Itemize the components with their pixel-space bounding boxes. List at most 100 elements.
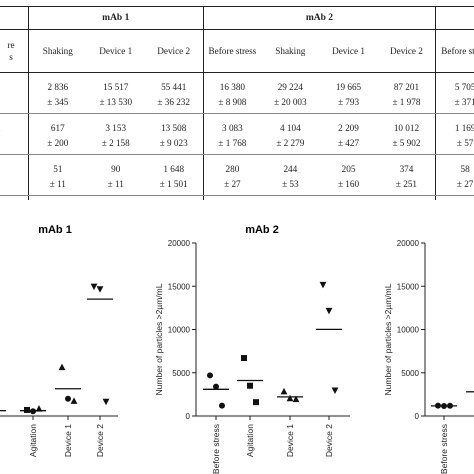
sd-cell: ± 793: [319, 95, 378, 114]
y-tick-label: 15000: [397, 282, 420, 291]
y-tick-label: 20000: [397, 239, 420, 248]
subheader-cell: Before stress: [435, 29, 474, 73]
mean-cell: 15 517: [103, 82, 129, 92]
mean-cell: 280: [202, 154, 262, 177]
sd-cell: ± 2 158: [86, 136, 145, 155]
data-point-triangle-up: [70, 397, 78, 404]
sd-cell: ± 13 530: [86, 95, 145, 114]
mean-cell: 1 648: [163, 164, 185, 174]
x-category-label: Agitation: [245, 424, 255, 457]
sd-cell: ± 200: [27, 136, 87, 155]
data-point-square: [241, 355, 247, 362]
mean-cell: 2 836: [27, 72, 87, 95]
data-point-triangle-up: [58, 363, 66, 371]
subheader-cell: Device 2: [144, 29, 204, 73]
sd-cell: ± 1 501: [144, 177, 204, 196]
x-category-label: Before stress: [211, 424, 221, 474]
mean-cell: 1 169: [435, 113, 474, 136]
subheader-cell: Device 1: [86, 29, 145, 73]
data-point-triangle-up: [286, 394, 294, 402]
y-axis-label: Number of particles >2µm/mL: [154, 283, 164, 395]
sd-cell: ± 371: [435, 95, 474, 114]
sd-cell: ± 27: [202, 177, 262, 196]
data-point-circle: [219, 402, 225, 409]
y-tick-label: 20000: [168, 239, 191, 248]
table-row: 0134221797316025118: [0, 195, 474, 200]
mean-cell: 3 153: [105, 123, 127, 133]
group-header-mab1: mAb 1: [27, 6, 204, 30]
mean-cell: 29 224: [277, 82, 303, 92]
mean-cell: 617: [27, 113, 87, 136]
data-point-square: [253, 399, 259, 406]
table-row: 51 90 1 648 280 244 205 374 58: [0, 154, 474, 177]
row-label: [0, 136, 29, 155]
data-point-triangle-down: [96, 286, 104, 293]
table-row: ± 11 ± 11 ± 1 501 ± 27 ± 53 ± 160 ± 251 ± 27: [0, 177, 474, 196]
x-category-label: Agitation: [28, 424, 38, 457]
sd-cell: ± 2 279: [261, 136, 320, 155]
data-point-circle: [435, 402, 441, 409]
sd-cell: ± 1 768: [202, 136, 262, 155]
subheader-cell: Device 2: [377, 29, 436, 73]
mean-cell: 87 201: [393, 82, 420, 92]
mean-cell: 51: [27, 154, 87, 177]
y-tick-label: 15000: [168, 282, 191, 291]
results-table-region: mAb 1 mAb 2 re s Shaking Device 1 Device …: [0, 0, 474, 200]
row-label: 2: [0, 114, 28, 137]
chart-title: mAb 1: [38, 224, 72, 236]
data-point-triangle-up: [35, 405, 43, 412]
mean-cell: 0: [27, 195, 87, 200]
sd-cell: ± 27: [435, 177, 474, 196]
mean-cell: 19 665: [335, 82, 362, 92]
sd-cell: ± 20 003: [261, 95, 320, 114]
y-axis-label: Number of particles >2µm/mL: [383, 283, 393, 395]
mean-cell: 205: [341, 164, 356, 174]
subheader-cell: Before stress: [202, 29, 262, 73]
data-point-triangle-down: [319, 281, 327, 289]
sd-cell: ± 11: [86, 177, 145, 196]
y-tick-label: 10000: [397, 326, 420, 335]
mean-cell: 16 380: [202, 72, 262, 95]
mean-cell: 90: [111, 164, 121, 174]
x-category-label: Device 2: [95, 424, 105, 457]
data-point-circle: [213, 383, 219, 390]
data-point-circle: [65, 395, 71, 402]
sd-cell: ± 57: [435, 136, 474, 155]
table-row: 2617 3 153 13 508 3 083 4 104 2 209 10 012 1 16…: [0, 113, 474, 137]
group-header-partial: [435, 6, 474, 30]
mean-cell: 2 209: [338, 123, 359, 133]
sd-cell: ± 251: [377, 177, 436, 196]
data-point-square: [247, 382, 253, 389]
row-label: [0, 177, 29, 196]
data-point-triangle-up: [280, 387, 288, 395]
data-point-circle: [30, 408, 36, 415]
data-point-triangle-down: [102, 398, 110, 406]
sd-cell: ± 11: [27, 177, 87, 196]
mean-cell: 244: [283, 164, 298, 174]
sd-cell: ± 36 232: [144, 95, 204, 114]
data-point-square: [24, 406, 30, 413]
table-row: ± 200 ± 2 158 ± 9 023 ± 1 768 ± 2 279 ± 427 ± …: [0, 136, 474, 155]
x-category-label: Device 1: [285, 424, 295, 457]
data-point-triangle-up: [292, 395, 300, 403]
y-tick-label: 5000: [401, 369, 419, 378]
y-tick-label: 10000: [168, 326, 191, 335]
sd-cell: ± 427: [319, 136, 378, 155]
x-category-label: Device 1: [63, 424, 73, 457]
mean-cell: 3 083: [202, 113, 262, 136]
mean-cell: 55 441: [161, 82, 187, 92]
mean-cell: 4 104: [279, 123, 301, 133]
sd-cell: ± 8 908: [202, 95, 262, 114]
sd-cell: ± 5 902: [377, 136, 436, 155]
x-category-label: Before stress: [439, 424, 449, 474]
mean-cell: 179: [202, 195, 262, 200]
partial-subheader: re s: [0, 29, 29, 73]
group-header-mab2: mAb 2: [202, 6, 436, 30]
subheader-cell: Shaking: [27, 29, 87, 73]
data-point-circle: [207, 372, 213, 379]
subheader-cell: Shaking: [261, 29, 320, 73]
data-point-circle: [441, 403, 447, 410]
mean-cell: 18: [435, 195, 474, 200]
